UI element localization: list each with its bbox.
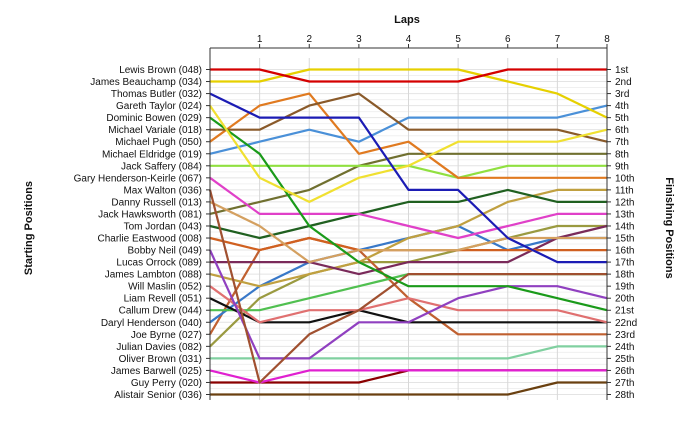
- starting-position-label: Charlie Eastwood (008): [98, 234, 203, 245]
- starting-position-label: Max Walton (036): [123, 185, 202, 196]
- series-line: [210, 68, 607, 83]
- finishing-position-label: 20th: [615, 294, 634, 305]
- series-line: [209, 188, 607, 288]
- series-line: [209, 104, 608, 203]
- series-lines: [208, 68, 608, 396]
- finishing-position-label: 16th: [615, 246, 634, 257]
- finishing-position-label: 7th: [615, 137, 629, 148]
- starting-position-label: James Lambton (088): [105, 270, 202, 281]
- starting-position-label: Michael Eldridge (019): [102, 149, 202, 160]
- finishing-position-label: 9th: [615, 161, 629, 172]
- y-axis-right-title: Finishing Positions: [663, 177, 675, 278]
- starting-position-label: Jack Saffery (084): [121, 161, 202, 172]
- x-axis-title: Laps: [394, 14, 420, 26]
- axes: [206, 44, 611, 400]
- starting-position-label: James Barwell (025): [111, 366, 202, 377]
- finishing-position-label: 10th: [615, 173, 634, 184]
- series-line: [208, 189, 607, 384]
- finishing-position-label: 5th: [615, 113, 629, 124]
- finishing-position-label: 28th: [615, 390, 634, 401]
- starting-position-label: Lucas Orrock (089): [116, 258, 202, 269]
- starting-position-label: Bobby Neil (049): [128, 246, 202, 257]
- x-tick-label: 1: [257, 34, 263, 45]
- series-line: [208, 249, 608, 360]
- finishing-position-label: 12th: [615, 197, 634, 208]
- finishing-position-label: 25th: [615, 354, 634, 365]
- series-line: [209, 369, 607, 384]
- x-tick-label: 8: [604, 34, 610, 45]
- finishing-position-label: 13th: [615, 209, 634, 220]
- series-line: [209, 152, 607, 215]
- starting-position-label: Dominic Bowen (029): [106, 113, 202, 124]
- series-line: [209, 200, 607, 264]
- finishing-position-label: 18th: [615, 270, 634, 281]
- finishing-position-label: 1st: [615, 65, 629, 76]
- finishing-position-label: 17th: [615, 258, 634, 269]
- finishing-position-label: 15th: [615, 234, 634, 245]
- starting-position-label: Lewis Brown (048): [119, 65, 202, 76]
- series-line: [209, 116, 608, 312]
- finishing-position-label: 11th: [615, 185, 634, 196]
- series-line: [209, 188, 607, 240]
- y-axis-left-title: Starting Positions: [23, 181, 35, 275]
- x-tick-label: 7: [555, 34, 561, 45]
- starting-position-label: Joe Byrne (027): [131, 330, 202, 341]
- finishing-position-label: 23rd: [615, 330, 635, 341]
- starting-position-label: Liam Revell (051): [124, 294, 202, 305]
- starting-position-label: Tom Jordan (043): [124, 221, 202, 232]
- starting-position-label: Jack Hawksworth (081): [98, 209, 202, 220]
- series-line: [209, 285, 608, 324]
- series-line: [210, 381, 607, 396]
- starting-position-label: Thomas Butler (032): [111, 89, 202, 100]
- finishing-position-label: 4th: [615, 101, 629, 112]
- starting-position-label: Danny Russell (013): [111, 197, 202, 208]
- starting-position-label: Michael Variale (018): [108, 125, 202, 136]
- starting-position-label: Michael Pugh (050): [115, 137, 202, 148]
- finishing-position-label: 27th: [615, 378, 634, 389]
- finishing-position-label: 22nd: [615, 318, 637, 329]
- x-tick-label: 3: [356, 34, 362, 45]
- finishing-position-label: 24th: [615, 342, 634, 353]
- finishing-position-label: 3rd: [615, 89, 629, 100]
- starting-position-label: Will Maslin (052): [128, 282, 202, 293]
- series-line: [209, 104, 608, 155]
- starting-position-label: James Beauchamp (034): [90, 77, 202, 88]
- starting-position-label: Oliver Brown (031): [119, 354, 202, 365]
- series-line: [210, 92, 608, 143]
- starting-position-label: Julian Davies (082): [116, 342, 202, 353]
- starting-position-label: Gary Henderson-Keirle (067): [74, 173, 202, 184]
- finishing-position-label: 26th: [615, 366, 634, 377]
- starting-position-label: Callum Drew (044): [119, 306, 202, 317]
- series-line: [209, 92, 607, 264]
- finishing-position-label: 14th: [615, 221, 634, 232]
- finishing-position-label: 8th: [615, 149, 629, 160]
- finishing-position-label: 21st: [615, 306, 634, 317]
- starting-position-label: Daryl Henderson (040): [101, 318, 202, 329]
- finishing-position-label: 2nd: [615, 77, 632, 88]
- series-line: [210, 224, 608, 276]
- x-tick-label: 5: [455, 34, 461, 45]
- series-line: [209, 92, 607, 179]
- finishing-position-label: 6th: [615, 125, 629, 136]
- series-line: [210, 68, 608, 119]
- x-tick-label: 4: [406, 34, 412, 45]
- x-tick-label: 6: [505, 34, 511, 45]
- labels: 1 2 3 4 5 6 7 8 Lewis Brown (048)James Beauchamp…: [74, 34, 638, 401]
- starting-position-label: Guy Perry (020): [131, 378, 202, 389]
- starting-position-label: Gareth Taylor (024): [116, 101, 202, 112]
- x-tick-label: 2: [306, 34, 312, 45]
- series-line: [209, 176, 607, 240]
- finishing-position-label: 19th: [615, 282, 634, 293]
- starting-position-label: Alistair Senior (036): [114, 390, 202, 401]
